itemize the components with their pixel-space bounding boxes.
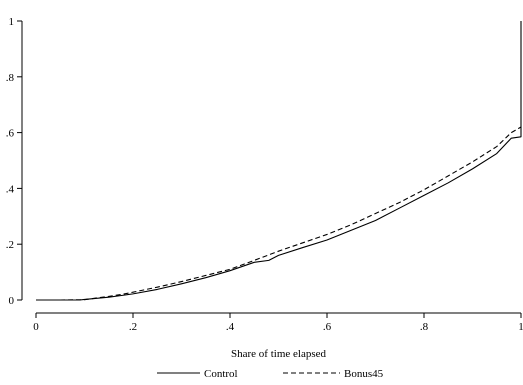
legend-label-control: Control	[204, 368, 238, 380]
x-axis-title: Share of time elapsed	[231, 348, 326, 360]
y-tick-label: .4	[6, 183, 15, 195]
x-tick-label: .6	[323, 321, 332, 333]
x-tick-label: .8	[420, 321, 429, 333]
y-tick-label: .2	[6, 239, 14, 251]
x-tick-label: 1	[518, 321, 523, 333]
y-tick-label: 1	[9, 16, 15, 28]
series-line-control	[36, 21, 522, 301]
legend: Control Bonus45	[157, 368, 384, 380]
axes: 0 .2 .4 .6 .8 1 0 .2 .4 .6 .8 1	[6, 16, 523, 333]
series-line-bonus45	[36, 126, 522, 301]
y-tick-label: .6	[6, 128, 15, 140]
y-tick-label: 0	[9, 295, 15, 307]
series-layer	[36, 21, 522, 301]
legend-label-bonus45: Bonus45	[344, 368, 384, 380]
x-tick-label: .2	[129, 321, 137, 333]
y-tick-label: .8	[6, 72, 15, 84]
x-tick-label: .4	[226, 321, 235, 333]
x-tick-label: 0	[33, 321, 39, 333]
